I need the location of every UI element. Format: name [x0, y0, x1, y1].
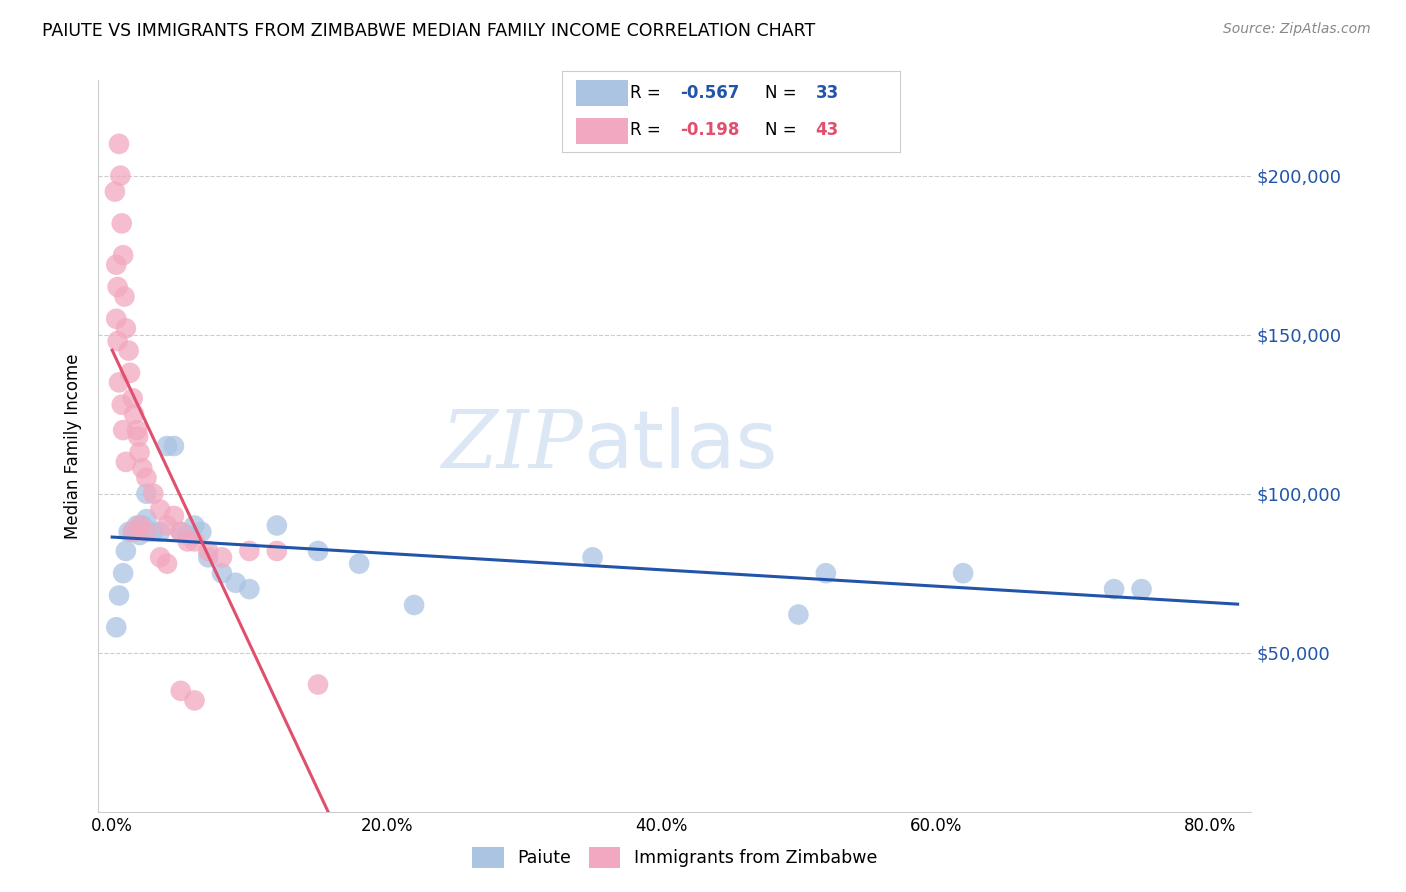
Point: [149, 550, 172, 565]
Point: [142, 524, 165, 539]
Point: [125, 518, 148, 533]
Point: [121, 524, 143, 539]
Point: [125, 423, 148, 437]
Point: [128, 518, 150, 533]
Text: N =: N =: [765, 84, 801, 102]
Point: [190, 524, 212, 539]
Point: [142, 486, 165, 500]
Point: [149, 502, 172, 516]
Point: [127, 429, 149, 443]
Text: -0.198: -0.198: [681, 121, 740, 139]
Point: [135, 486, 157, 500]
Point: [163, 508, 186, 523]
Point: [105, 620, 128, 634]
Point: [108, 376, 131, 390]
Text: 43: 43: [815, 121, 839, 139]
Point: [814, 566, 837, 581]
Point: [117, 343, 139, 358]
Text: ZIP: ZIP: [441, 408, 582, 484]
Point: [170, 684, 193, 698]
Point: [135, 471, 157, 485]
Point: [135, 524, 157, 539]
Point: [307, 677, 329, 691]
Text: R =: R =: [630, 121, 666, 139]
Text: atlas: atlas: [582, 407, 778, 485]
Point: [581, 550, 603, 565]
Bar: [576, 80, 628, 106]
Point: [183, 534, 205, 549]
Point: [156, 439, 179, 453]
Point: [115, 544, 138, 558]
Text: PAIUTE VS IMMIGRANTS FROM ZIMBABWE MEDIAN FAMILY INCOME CORRELATION CHART: PAIUTE VS IMMIGRANTS FROM ZIMBABWE MEDIA…: [42, 22, 815, 40]
Point: [121, 524, 143, 539]
Point: [114, 289, 136, 303]
Point: [115, 321, 138, 335]
Text: Source: ZipAtlas.com: Source: ZipAtlas.com: [1223, 22, 1371, 37]
Text: 33: 33: [815, 84, 839, 102]
Point: [163, 439, 186, 453]
Point: [197, 544, 219, 558]
Point: [121, 392, 143, 406]
Point: [176, 528, 198, 542]
Point: [307, 544, 329, 558]
Point: [211, 566, 233, 581]
Point: [183, 518, 205, 533]
Point: [211, 550, 233, 565]
Text: -0.567: -0.567: [681, 84, 740, 102]
Point: [170, 524, 193, 539]
Text: N =: N =: [765, 121, 801, 139]
Point: [107, 280, 129, 294]
Point: [128, 528, 150, 542]
Point: [112, 423, 135, 437]
Point: [347, 557, 370, 571]
Point: [105, 311, 128, 326]
Point: [404, 598, 426, 612]
Point: [156, 518, 179, 533]
Point: [122, 407, 145, 421]
Point: [952, 566, 974, 581]
Point: [111, 216, 134, 230]
Point: [107, 334, 129, 348]
Y-axis label: Median Family Income: Median Family Income: [65, 353, 83, 539]
Point: [149, 524, 172, 539]
Point: [197, 550, 219, 565]
Point: [108, 136, 131, 151]
Point: [131, 461, 153, 475]
Point: [112, 566, 135, 581]
Point: [1130, 582, 1153, 596]
Point: [105, 258, 128, 272]
Point: [183, 693, 205, 707]
Point: [238, 544, 260, 558]
Text: R =: R =: [630, 84, 666, 102]
Point: [117, 524, 139, 539]
Point: [135, 512, 157, 526]
Point: [111, 398, 134, 412]
Point: [238, 582, 260, 596]
Point: [1102, 582, 1125, 596]
Point: [170, 524, 193, 539]
Point: [266, 544, 288, 558]
Point: [112, 248, 135, 262]
Point: [131, 518, 153, 533]
Point: [115, 455, 138, 469]
Point: [110, 169, 132, 183]
Point: [128, 445, 150, 459]
Point: [118, 366, 141, 380]
Point: [104, 185, 127, 199]
Point: [787, 607, 810, 622]
Bar: [576, 118, 628, 144]
Point: [266, 518, 288, 533]
Point: [108, 589, 131, 603]
Point: [176, 534, 198, 549]
Point: [156, 557, 179, 571]
Legend: Paiute, Immigrants from Zimbabwe: Paiute, Immigrants from Zimbabwe: [464, 838, 886, 876]
Point: [225, 575, 247, 590]
